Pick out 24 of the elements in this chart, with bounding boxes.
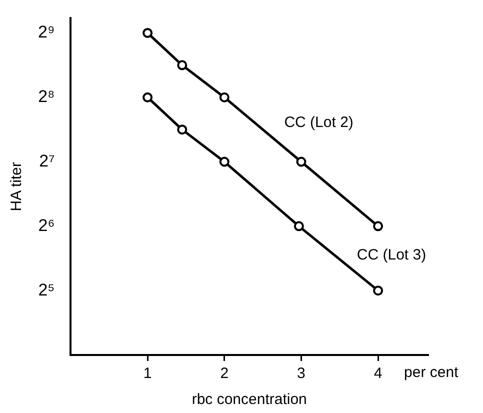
- point: [373, 221, 384, 232]
- y-tick-label: 2⁶: [38, 216, 55, 235]
- y-tick-label: 2⁸: [38, 87, 55, 106]
- y-axis-title: HA titer: [8, 162, 26, 212]
- point: [142, 92, 153, 102]
- point: [219, 156, 230, 167]
- series-label: CC (Lot 3): [356, 246, 426, 264]
- point: [177, 60, 188, 70]
- y-tick-label: 2⁹: [38, 22, 55, 42]
- point: [294, 221, 304, 232]
- x-tick-label: 1: [143, 365, 152, 382]
- x-tick-label: 2: [220, 365, 229, 382]
- series-label: CC (Lot 2): [284, 114, 354, 131]
- text: per cent: [404, 364, 460, 382]
- x-tick-label: 4: [374, 365, 382, 382]
- point: [373, 286, 384, 296]
- y-tick-label: 2⁵: [38, 280, 55, 300]
- point: [219, 92, 230, 102]
- y-tick-label: 2⁷: [39, 151, 55, 170]
- point: [177, 124, 188, 135]
- point: [142, 28, 153, 38]
- point: [296, 156, 306, 167]
- x-tick-label: 3: [297, 365, 306, 382]
- x-axis-title: rbc concentration: [192, 391, 307, 408]
